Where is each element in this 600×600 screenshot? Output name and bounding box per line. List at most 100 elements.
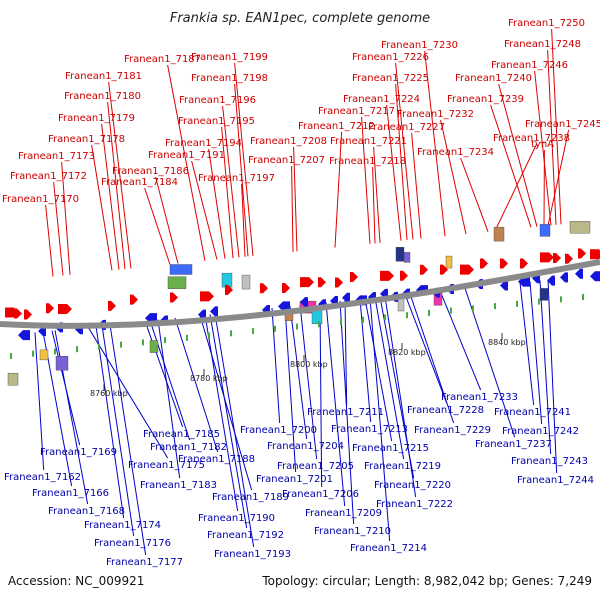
genome-feature-block — [569, 221, 591, 234]
gene-label-top: Franean1_7238 — [493, 133, 570, 144]
feature-tick-bar — [98, 343, 100, 350]
bottom-label-leader — [289, 306, 308, 440]
gene-label-bottom: Franean1_7201 — [256, 474, 333, 485]
forward-gene-arrow — [170, 292, 178, 303]
genome-feature-block — [167, 276, 187, 289]
bottom-label-leader — [109, 324, 147, 556]
bottom-label-leader — [404, 294, 448, 404]
gene-label-top: Franean1_7187 — [124, 54, 201, 65]
feature-tick-bar — [340, 318, 342, 325]
gene-label-bottom: Franean1_7189 — [212, 492, 289, 503]
feature-tick-bar — [54, 348, 56, 355]
genome-feature-block — [539, 288, 549, 301]
forward-gene-arrow — [46, 303, 54, 314]
gene-label-bottom: Franean1_7243 — [511, 456, 588, 467]
genome-feature-block — [403, 252, 411, 263]
genome-feature-block — [149, 340, 159, 353]
gene-label-top: Franean1_7250 — [508, 18, 585, 29]
forward-gene-arrow — [590, 249, 600, 260]
feature-tick-bar — [494, 303, 496, 310]
feature-tick-bar — [32, 350, 34, 357]
gene-label-top: Franean1_7234 — [417, 147, 494, 158]
gene-label-top: Franean1_7221 — [330, 136, 407, 147]
top-label-leader — [191, 160, 218, 260]
bottom-label-leader — [547, 279, 558, 474]
gene-label-bottom: Franean1_7210 — [314, 526, 391, 537]
gene-label-top: Franean1_7212 — [298, 121, 375, 132]
bottom-label-leader — [199, 315, 253, 491]
bottom-label-leader — [359, 298, 372, 423]
gene-label-top: Franean1_7191 — [148, 150, 225, 161]
reverse-gene-arrow — [575, 268, 583, 279]
gene-label-top: Franean1_7178 — [48, 134, 125, 145]
gene-label-top: Franean1_7226 — [352, 52, 429, 63]
top-label-leader — [101, 123, 120, 270]
feature-tick-bar — [252, 328, 254, 335]
scale-tick-label: 8820 kbp — [388, 348, 426, 357]
feature-tick-bar — [450, 307, 452, 314]
bottom-label-leader — [144, 320, 184, 428]
gene-label-bottom: Franean1_7162 — [4, 472, 81, 483]
bottom-label-leader — [409, 293, 455, 424]
gene-label-top: Franean1_7184 — [101, 177, 178, 188]
forward-gene-arrow — [335, 277, 343, 288]
gene-label-bottom: Franean1_7215 — [352, 443, 429, 454]
gene-label-top: Franean1_7199 — [191, 52, 268, 63]
scale-tick-label: 8780 kbp — [190, 374, 228, 383]
feature-tick-bar — [560, 296, 562, 303]
gene-label-bottom: Franean1_7200 — [240, 425, 317, 436]
genome-feature-block — [39, 349, 49, 361]
bottom-label-leader — [344, 300, 348, 406]
gene-label-bottom: Franean1_7192 — [207, 530, 284, 541]
gene-label-bottom: Franean1_7222 — [376, 499, 453, 510]
gene-label-bottom: Franean1_7193 — [214, 549, 291, 560]
top-label-leader — [291, 165, 294, 252]
feature-tick-bar — [120, 341, 122, 348]
gene-label-top: Franean1_7180 — [64, 91, 141, 102]
gene-label-bottom: Franean1_7213 — [331, 424, 408, 435]
top-label-leader — [373, 146, 381, 243]
gene-label-top: Franean1_7207 — [248, 155, 325, 166]
gene-label-top: Franean1_7181 — [65, 71, 142, 82]
top-label-leader — [372, 166, 376, 244]
gene-label-bottom: Franean1_7185 — [143, 429, 220, 440]
top-label-leader — [221, 126, 234, 259]
top-label-leader — [551, 28, 562, 225]
gene-label-top: Franean1_7240 — [455, 73, 532, 84]
genome-feature-block — [311, 309, 323, 325]
forward-gene-arrow — [130, 294, 138, 305]
gene-label-top: Franean1_7196 — [179, 95, 256, 106]
bottom-label-leader — [384, 296, 417, 498]
bottom-label-leader — [95, 326, 125, 519]
feature-tick-bar — [274, 325, 276, 332]
gene-label-top: Franean1_7230 — [381, 40, 458, 51]
gene-label-bottom: Franean1_7169 — [40, 447, 117, 458]
feature-tick-bar — [362, 316, 364, 323]
gene-label-bottom: Franean1_7183 — [140, 480, 217, 491]
bottom-label-leader — [364, 298, 393, 442]
gene-label-bottom: Franean1_7237 — [475, 439, 552, 450]
bottom-label-leader — [271, 307, 281, 424]
bottom-label-leader — [87, 326, 169, 459]
reverse-gene-arrow — [278, 301, 290, 312]
bottom-label-leader — [325, 302, 346, 507]
reverse-gene-arrow — [18, 330, 30, 341]
feature-tick-bar — [384, 314, 386, 321]
top-label-leader — [395, 62, 414, 240]
feature-tick-bar — [76, 346, 78, 353]
top-label-leader — [61, 161, 71, 275]
bottom-label-leader — [157, 319, 181, 479]
top-label-leader — [53, 181, 64, 276]
forward-gene-arrow — [420, 264, 428, 275]
gene-label-bottom: Franean1_7219 — [364, 461, 441, 472]
gene-label-bottom: Franean1_7205 — [277, 461, 354, 472]
scale-tick-label: 8760 kbp — [90, 389, 128, 398]
gene-label-top: Franean1_7245 — [525, 119, 600, 130]
bottom-label-leader — [174, 317, 219, 453]
bottom-label-leader — [319, 303, 323, 488]
gene-label-bottom: Franean1_7182 — [150, 442, 227, 453]
forward-gene-arrow — [400, 270, 408, 281]
forward-gene-arrow — [540, 252, 554, 263]
gene-label-top: Franean1_7197 — [198, 173, 275, 184]
